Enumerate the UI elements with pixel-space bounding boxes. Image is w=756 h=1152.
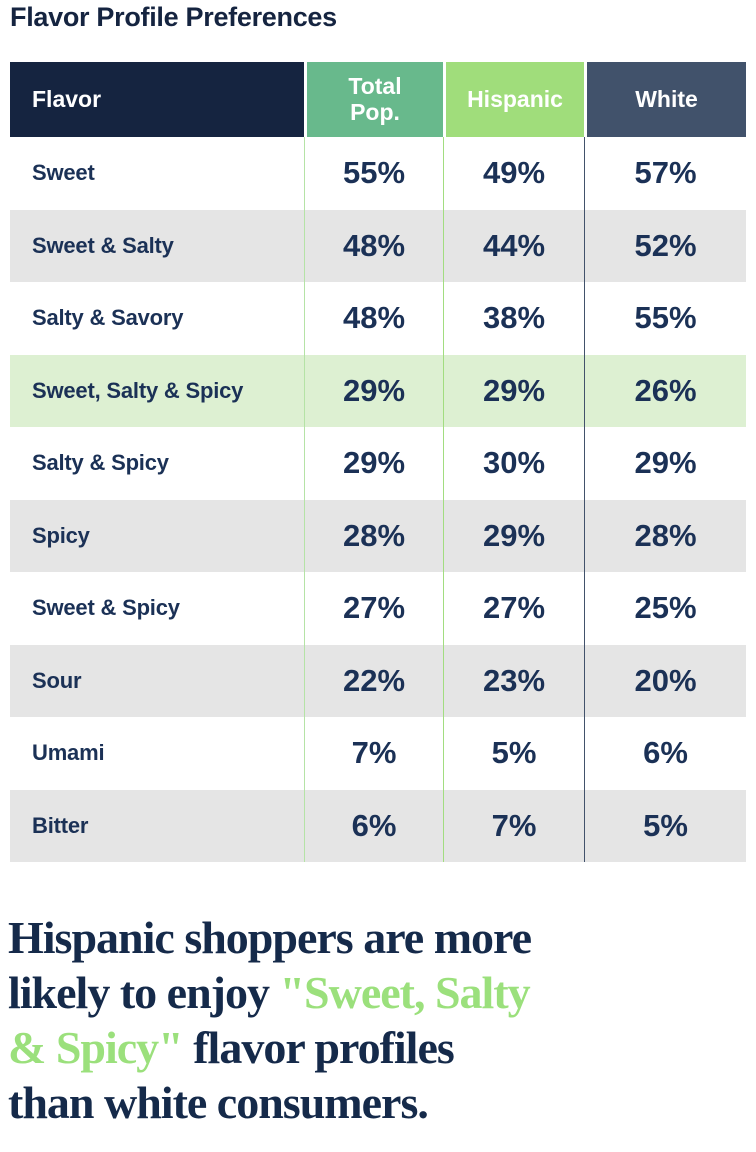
cell-white: 52% <box>584 209 746 282</box>
cell-total-pop: 7% <box>304 717 443 790</box>
cell-white: 29% <box>584 427 746 500</box>
cell-hispanic: 7% <box>443 789 584 862</box>
table-row-salty-spicy: Salty & Spicy 29% 30% 29% <box>10 427 746 500</box>
cell-white: 20% <box>584 644 746 717</box>
table-row-sweet-spicy: Sweet & Spicy 27% 27% 25% <box>10 572 746 645</box>
table-row-salty-savory: Salty & Savory 48% 38% 55% <box>10 282 746 355</box>
cell-white: 55% <box>584 282 746 355</box>
cell-white: 6% <box>584 717 746 790</box>
cell-hispanic: 5% <box>443 717 584 790</box>
headline-line-2: likely to enjoy "Sweet, Salty <box>8 965 748 1020</box>
cell-total-pop: 48% <box>304 209 443 282</box>
header-label-hispanic: Hispanic <box>467 85 563 112</box>
table-row-umami: Umami 7% 5% 6% <box>10 717 746 790</box>
row-label: Sweet & Salty <box>32 232 174 258</box>
headline-line-4: than white consumers. <box>8 1075 748 1130</box>
header-cell-white: White <box>584 62 746 137</box>
cell-hispanic: 38% <box>443 282 584 355</box>
table-header-row: Flavor Total Pop. Hispanic White <box>10 62 746 137</box>
headline-line-1: Hispanic shoppers are more <box>8 910 748 965</box>
page-title: Flavor Profile Preferences <box>10 2 337 32</box>
row-label: Umami <box>32 740 105 766</box>
cell-white: 5% <box>584 789 746 862</box>
headline-text: than white consumers. <box>8 1077 429 1128</box>
header-cell-total-pop: Total Pop. <box>304 62 443 137</box>
cell-hispanic: 27% <box>443 572 584 645</box>
cell-hispanic: 29% <box>443 499 584 572</box>
row-label: Bitter <box>32 812 89 838</box>
header-label-total-pop: Total Pop. <box>348 72 402 125</box>
cell-white: 57% <box>584 137 746 210</box>
table-row-bitter: Bitter 6% 7% 5% <box>10 789 746 862</box>
row-label: Spicy <box>32 522 90 548</box>
table-body: Sweet 55% 49% 57% Sweet & Salty 48% 44% … <box>10 137 746 862</box>
headline-highlight: "Sweet, Salty <box>279 967 530 1018</box>
cell-total-pop: 55% <box>304 137 443 210</box>
cell-white: 25% <box>584 572 746 645</box>
cell-hispanic: 29% <box>443 354 584 427</box>
cell-hispanic: 23% <box>443 644 584 717</box>
table-row-sweet-salty-spicy-highlighted: Sweet, Salty & Spicy 29% 29% 26% <box>10 354 746 427</box>
table-row-sweet: Sweet 55% 49% 57% <box>10 137 746 210</box>
headline-text: Hispanic shoppers are more <box>8 912 532 963</box>
header-cell-flavor: Flavor <box>10 62 304 137</box>
header-cell-hispanic: Hispanic <box>443 62 584 137</box>
cell-total-pop: 48% <box>304 282 443 355</box>
cell-total-pop: 29% <box>304 354 443 427</box>
table-row-spicy: Spicy 28% 29% 28% <box>10 499 746 572</box>
cell-hispanic: 30% <box>443 427 584 500</box>
cell-white: 28% <box>584 499 746 572</box>
flavor-preferences-table: Flavor Total Pop. Hispanic White Sweet 5… <box>10 62 746 862</box>
row-label: Salty & Spicy <box>32 450 169 476</box>
header-label-flavor: Flavor <box>32 85 102 112</box>
cell-total-pop: 27% <box>304 572 443 645</box>
cell-total-pop: 22% <box>304 644 443 717</box>
cell-total-pop: 29% <box>304 427 443 500</box>
headline-highlight: & Spicy" <box>8 1022 184 1073</box>
headline-line-3: & Spicy" flavor profiles <box>8 1020 748 1075</box>
headline-text: flavor profiles <box>182 1022 455 1073</box>
cell-total-pop: 6% <box>304 789 443 862</box>
row-label: Sweet, Salty & Spicy <box>32 377 244 403</box>
cell-hispanic: 44% <box>443 209 584 282</box>
row-label: Salty & Savory <box>32 305 184 331</box>
table-row-sweet-salty: Sweet & Salty 48% 44% 52% <box>10 209 746 282</box>
headline-text: likely to enjoy <box>8 967 280 1018</box>
header-label-white: White <box>635 85 698 112</box>
table-row-sour: Sour 22% 23% 20% <box>10 644 746 717</box>
cell-white: 26% <box>584 354 746 427</box>
cell-total-pop: 28% <box>304 499 443 572</box>
row-label: Sweet <box>32 160 95 186</box>
row-label: Sweet & Spicy <box>32 595 180 621</box>
headline: Hispanic shoppers are more likely to enj… <box>8 910 748 1130</box>
row-label: Sour <box>32 667 82 693</box>
cell-hispanic: 49% <box>443 137 584 210</box>
